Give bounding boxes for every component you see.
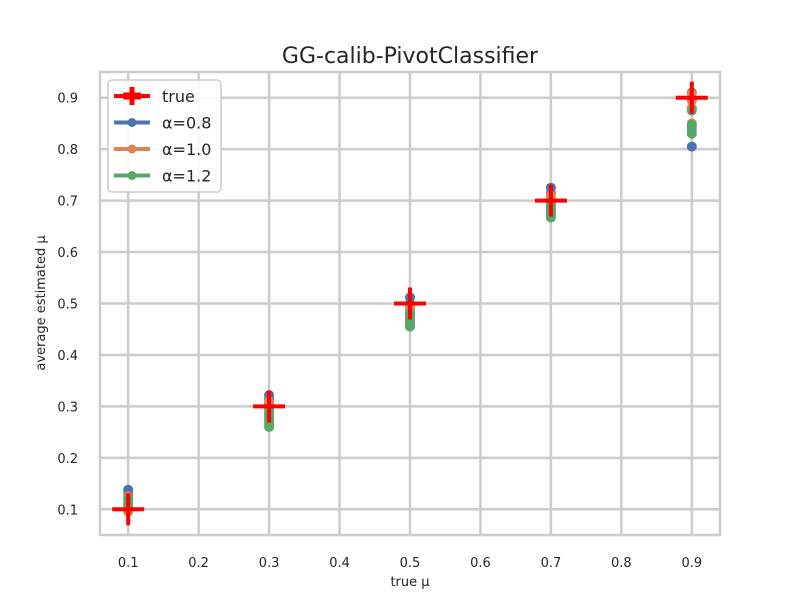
legend-box bbox=[107, 79, 222, 193]
data-point bbox=[686, 128, 697, 139]
x-tick-label: 0.5 bbox=[400, 556, 421, 571]
y-tick-label: 0.5 bbox=[57, 298, 78, 313]
y-tick-label: 0.3 bbox=[57, 400, 78, 415]
y-tick-label: 0.4 bbox=[57, 349, 78, 364]
true-marker-group bbox=[112, 81, 708, 526]
data-point bbox=[264, 421, 275, 432]
x-tick-label: 0.1 bbox=[118, 556, 139, 571]
legend-label: α=1.0 bbox=[162, 140, 211, 159]
x-tick-label: 0.3 bbox=[259, 556, 280, 571]
legend: true α=0.8 α=1.0 α=1.2 bbox=[107, 79, 222, 193]
y-tick-label: 0.1 bbox=[57, 503, 78, 518]
x-tick-label: 0.4 bbox=[329, 556, 350, 571]
plot-area bbox=[112, 81, 708, 526]
y-tick-label: 0.2 bbox=[57, 452, 78, 467]
chart-title: GG-calib-PivotClassifier bbox=[282, 44, 539, 69]
legend-label: α=1.2 bbox=[162, 167, 211, 186]
x-tick-label: 0.7 bbox=[541, 556, 562, 571]
legend-label: α=0.8 bbox=[162, 114, 211, 133]
legend-series-swatch bbox=[127, 144, 137, 154]
x-axis-label: true μ bbox=[390, 575, 429, 590]
y-tick-label: 0.7 bbox=[57, 195, 78, 210]
x-tick-label: 0.9 bbox=[681, 556, 702, 571]
data-point bbox=[686, 141, 697, 152]
data-point bbox=[405, 321, 415, 332]
plot-frame bbox=[98, 70, 722, 537]
y-tick-label: 0.6 bbox=[57, 246, 78, 261]
data-point bbox=[545, 212, 556, 223]
legend-series-swatch bbox=[127, 171, 137, 180]
y-tick-label: 0.9 bbox=[57, 92, 78, 107]
x-tick-label: 0.6 bbox=[470, 556, 491, 571]
y-axis-label: average estimated μ bbox=[34, 235, 49, 370]
tick-labels: 0.1 0.2 0.3 0.4 0.5 0.6 0.7 0.8 0.9 0.1 0.2 0.3 0.4 0… bbox=[57, 92, 702, 571]
y-tick-label: 0.8 bbox=[57, 143, 78, 158]
legend-label: true bbox=[162, 87, 195, 106]
legend-series-swatch bbox=[127, 118, 137, 127]
x-tick-label: 0.2 bbox=[188, 556, 209, 571]
x-tick-label: 0.8 bbox=[611, 556, 632, 571]
